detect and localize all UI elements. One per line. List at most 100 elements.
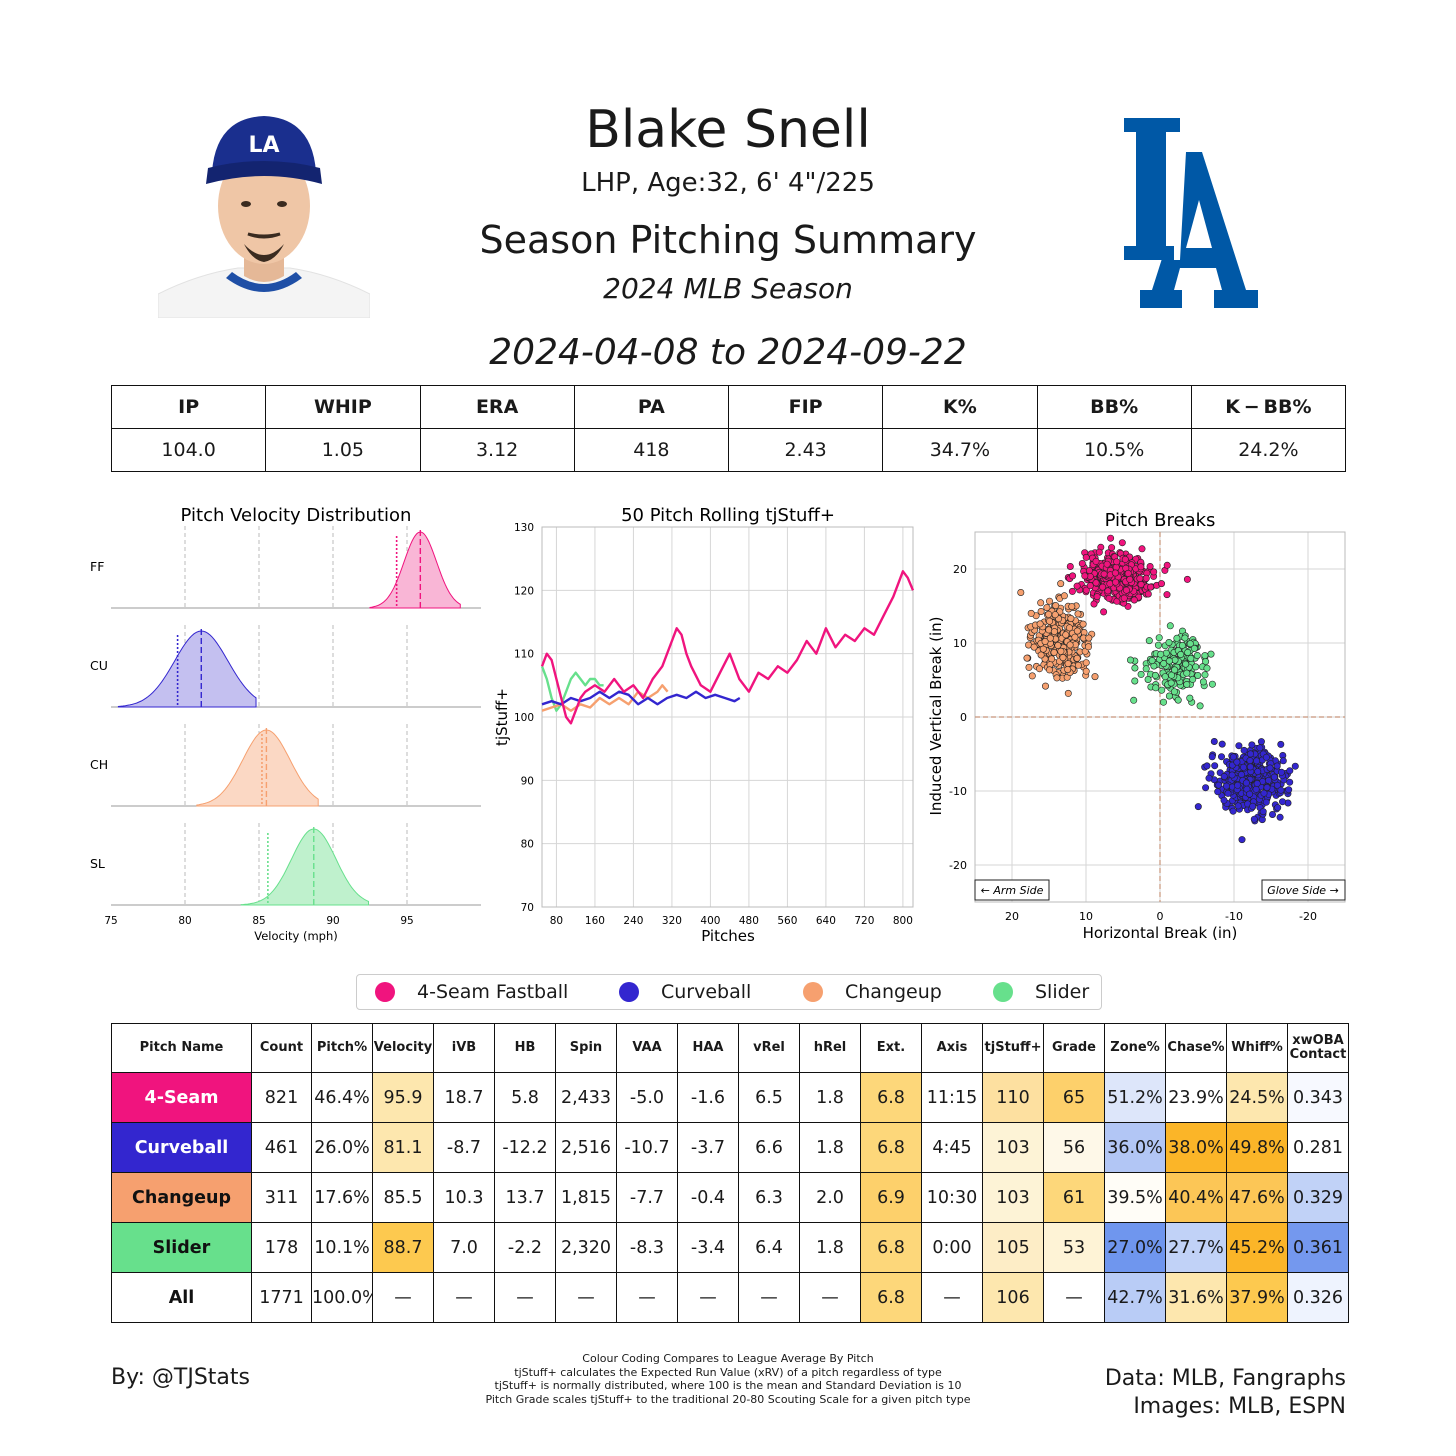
breaks-point-slider xyxy=(1173,634,1181,642)
breaks-point-curveball xyxy=(1208,753,1216,761)
stat-header: ERA xyxy=(419,385,575,429)
breaks-point-slider xyxy=(1181,634,1189,642)
breaks-point-fastball xyxy=(1073,582,1081,590)
table-cell: — xyxy=(1043,1272,1105,1323)
table-cell: 31.6% xyxy=(1165,1272,1227,1323)
table-cell: 81.1 xyxy=(372,1122,434,1173)
table-cell: 46.4% xyxy=(311,1072,373,1123)
breaks-point-changeup xyxy=(1074,610,1082,618)
velo-density-ff xyxy=(369,531,461,609)
breaks-point-slider xyxy=(1183,681,1191,689)
table-cell: 10.3 xyxy=(433,1172,495,1223)
images-credit: Images: MLB, ESPN xyxy=(1133,1394,1346,1419)
table-cell: 2,433 xyxy=(555,1072,617,1123)
velo-row-label: CH xyxy=(90,757,108,772)
table-cell: 6.4 xyxy=(738,1222,800,1273)
breaks-point-changeup xyxy=(1051,611,1059,619)
table-cell: 45.2% xyxy=(1226,1222,1288,1273)
breaks-point-slider xyxy=(1207,650,1215,658)
breaks-point-slider xyxy=(1166,622,1174,630)
breaks-point-fastball xyxy=(1086,582,1094,590)
pitch-breaks-chart: Pitch Breaks 20 10 0 -10 -20 -20 -10 0 10 20 Hori… xyxy=(927,510,1346,942)
table-cell: 1.8 xyxy=(799,1222,861,1273)
breaks-x-tick: 10 xyxy=(1079,910,1093,923)
table-cell: 47.6% xyxy=(1226,1172,1288,1223)
table-cell: 0.326 xyxy=(1287,1272,1349,1323)
breaks-point-changeup xyxy=(1046,617,1054,625)
breaks-chart-title: Pitch Breaks xyxy=(1105,510,1216,531)
breaks-point-changeup xyxy=(1046,634,1054,642)
breaks-point-slider xyxy=(1193,652,1201,660)
breaks-point-curveball xyxy=(1291,762,1299,770)
breaks-point-fastball xyxy=(1163,591,1171,599)
breaks-point-curveball xyxy=(1278,798,1286,806)
breaks-point-curveball xyxy=(1229,753,1237,761)
breaks-point-changeup xyxy=(1054,641,1062,649)
velocity-distribution-chart: Pitch Velocity Distribution FF CU CH SL 75 80… xyxy=(90,505,481,943)
breaks-point-slider xyxy=(1131,677,1139,685)
breaks-point-changeup xyxy=(1036,620,1044,628)
breaks-point-fastball xyxy=(1150,568,1158,576)
breaks-point-changeup xyxy=(1027,609,1035,617)
column-header: Zone% xyxy=(1104,1023,1166,1073)
breaks-point-curveball xyxy=(1279,757,1287,765)
table-cell: 110 xyxy=(982,1072,1044,1123)
breaks-point-fastball xyxy=(1111,569,1119,577)
stuff-y-tick: 80 xyxy=(521,839,534,851)
breaks-point-curveball xyxy=(1285,786,1293,794)
velo-density-cu xyxy=(117,630,257,708)
breaks-point-fastball xyxy=(1069,572,1077,580)
table-cell: 6.3 xyxy=(738,1172,800,1223)
breaks-point-curveball xyxy=(1237,771,1245,779)
column-header: vRel xyxy=(738,1023,800,1073)
pitch-name-cell: Changeup xyxy=(111,1172,252,1223)
breaks-point-slider xyxy=(1177,651,1185,659)
breaks-point-fastball xyxy=(1093,593,1101,601)
stuff-x-tick: 400 xyxy=(700,915,720,927)
stat-header: K − BB% xyxy=(1190,385,1347,429)
breaks-x-tick: -20 xyxy=(1299,910,1317,923)
breaks-point-slider xyxy=(1155,634,1163,642)
legend-dot xyxy=(803,982,823,1002)
breaks-point-slider xyxy=(1151,671,1159,679)
footer-note: Pitch Grade scales tjStuff+ to the tradi… xyxy=(485,1392,971,1406)
breaks-point-curveball xyxy=(1215,781,1223,789)
breaks-point-slider xyxy=(1178,641,1186,649)
table-cell: 821 xyxy=(251,1072,312,1123)
breaks-point-changeup xyxy=(1052,602,1060,610)
breaks-point-slider xyxy=(1189,675,1197,683)
table-cell: -7.7 xyxy=(616,1172,678,1223)
column-header: Velocity xyxy=(372,1023,434,1073)
breaks-point-curveball xyxy=(1276,813,1284,821)
breaks-point-slider xyxy=(1168,671,1176,679)
stuff-y-tick: 70 xyxy=(521,902,534,914)
table-cell: 6.8 xyxy=(860,1222,922,1273)
column-header: Pitch Name xyxy=(111,1023,252,1073)
stat-header: PA xyxy=(573,385,730,429)
velo-density-ch xyxy=(196,729,319,807)
breaks-point-curveball xyxy=(1239,763,1247,771)
legend-item-slider: Slider xyxy=(993,975,1089,1009)
breaks-point-slider xyxy=(1171,666,1179,674)
breaks-point-fastball xyxy=(1122,586,1130,594)
breaks-point-changeup xyxy=(1064,689,1072,697)
column-header: VAA xyxy=(616,1023,678,1073)
table-cell: 1.8 xyxy=(799,1122,861,1173)
breaks-y-tick: 20 xyxy=(953,563,967,576)
column-header: Grade xyxy=(1043,1023,1105,1073)
breaks-point-fastball xyxy=(1100,608,1108,616)
breaks-point-slider xyxy=(1167,679,1175,687)
breaks-point-changeup xyxy=(1053,674,1061,682)
breaks-point-curveball xyxy=(1257,738,1265,746)
breaks-point-curveball xyxy=(1233,758,1241,766)
breaks-point-changeup xyxy=(1028,672,1036,680)
table-cell: 26.0% xyxy=(311,1122,373,1173)
breaks-point-fastball xyxy=(1120,594,1128,602)
breaks-point-changeup xyxy=(1037,651,1045,659)
breaks-point-changeup xyxy=(1064,660,1072,668)
breaks-point-slider xyxy=(1184,648,1192,656)
table-cell: -8.7 xyxy=(433,1122,495,1173)
stat-value: 1.05 xyxy=(265,428,421,472)
breaks-point-fastball xyxy=(1085,567,1093,575)
table-cell: -1.6 xyxy=(677,1072,739,1123)
